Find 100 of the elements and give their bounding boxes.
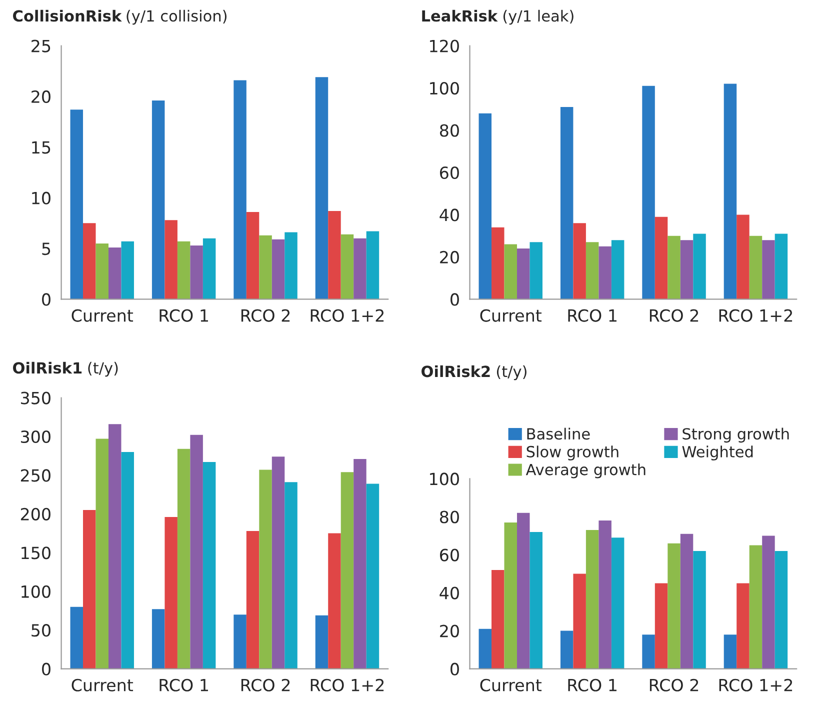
bar <box>517 512 530 669</box>
legend-label: Baseline <box>527 428 590 440</box>
bar <box>530 242 542 300</box>
bar <box>654 583 668 669</box>
x-tick-label: RCO 1+2 <box>719 309 792 322</box>
bar <box>762 240 775 300</box>
bar <box>272 456 285 669</box>
bar <box>724 84 737 300</box>
bar <box>736 214 750 300</box>
bar <box>328 211 341 300</box>
legend-label: Strong growth <box>682 428 789 443</box>
bar <box>478 628 492 669</box>
y-tick-label: 40 <box>440 586 459 600</box>
y-tick-label: 50 <box>32 624 50 637</box>
bar <box>517 248 530 300</box>
y-tick-label: 0 <box>42 293 50 306</box>
bar <box>96 438 108 669</box>
bar <box>315 77 328 300</box>
x-tick-label: Current <box>72 309 134 322</box>
bar <box>315 615 328 669</box>
y-tick-label: 60 <box>440 548 459 562</box>
bar <box>366 484 380 669</box>
bar <box>668 236 680 300</box>
y-tick-label: 0 <box>450 293 459 306</box>
bar <box>164 220 178 300</box>
y-tick-label: 100 <box>430 472 459 486</box>
bar <box>190 245 203 300</box>
bar <box>340 234 354 300</box>
y-tick-label: 0 <box>450 662 459 676</box>
y-tick-label: 5 <box>42 242 50 256</box>
legend-label: Slow growth <box>526 446 618 460</box>
bar <box>642 634 655 669</box>
bar <box>354 458 366 669</box>
bar <box>246 212 260 300</box>
bar <box>598 246 612 300</box>
y-tick-label: 200 <box>20 508 50 520</box>
bar <box>70 110 84 300</box>
y-tick-label: 20 <box>440 624 459 638</box>
x-tick-label: RCO 2 <box>241 678 290 692</box>
bar <box>586 242 599 300</box>
bar <box>234 614 246 669</box>
bar <box>96 243 108 300</box>
bar <box>366 231 380 300</box>
bar <box>177 448 190 669</box>
bar <box>504 522 517 669</box>
bar <box>724 634 737 669</box>
bar <box>246 530 260 669</box>
y-tick-label: 20 <box>440 250 459 264</box>
bar <box>190 434 203 669</box>
bar <box>573 574 586 669</box>
y-tick-label: 15 <box>32 141 50 154</box>
y-tick-label: 120 <box>430 40 459 52</box>
bar <box>573 223 586 300</box>
bar <box>504 244 517 300</box>
y-tick-label: 60 <box>440 166 459 180</box>
bar <box>611 538 624 669</box>
bar <box>642 86 655 300</box>
bar <box>177 241 190 300</box>
bar <box>492 227 504 300</box>
bar <box>108 424 122 669</box>
bar <box>202 462 216 669</box>
bar <box>560 630 574 669</box>
y-tick-label: 25 <box>32 40 50 52</box>
y-tick-label: 20 <box>32 90 50 104</box>
y-tick-label: 0 <box>42 662 50 676</box>
bar <box>284 482 298 669</box>
y-tick-label: 10 <box>32 192 50 204</box>
bar <box>328 533 341 669</box>
bar <box>749 545 762 669</box>
bar <box>586 530 599 669</box>
x-tick-label: RCO 2 <box>650 678 698 692</box>
chart-title: OilRisk1 <box>13 362 82 374</box>
bar <box>736 583 750 669</box>
x-tick-label: RCO 1+2 <box>310 309 384 322</box>
bar <box>668 543 680 669</box>
chart-title: CollisionRisk <box>13 10 122 22</box>
bar <box>340 472 354 669</box>
bar <box>693 550 706 669</box>
bar <box>654 216 668 300</box>
bar <box>164 517 178 669</box>
x-tick-label: Current <box>480 309 542 322</box>
bar <box>774 234 788 300</box>
bar <box>83 223 96 300</box>
x-tick-label: Current <box>72 678 134 692</box>
bar <box>478 113 492 300</box>
y-tick-label: 350 <box>21 392 50 404</box>
y-tick-label: 80 <box>440 510 459 524</box>
bar <box>108 248 122 300</box>
bar <box>121 452 134 669</box>
x-tick-label: Current <box>480 678 542 692</box>
bar <box>749 236 762 300</box>
x-tick-label: RCO 1 <box>568 309 616 322</box>
x-tick-label: RCO 1 <box>160 309 208 322</box>
x-tick-label: RCO 1+2 <box>310 678 384 692</box>
bar <box>152 100 165 300</box>
legend-label: Weighted <box>682 446 753 460</box>
y-tick-label: 150 <box>22 546 50 560</box>
chart-subtitle: (y/1 collision) <box>126 10 226 25</box>
bar <box>598 520 612 669</box>
bar <box>611 240 624 300</box>
